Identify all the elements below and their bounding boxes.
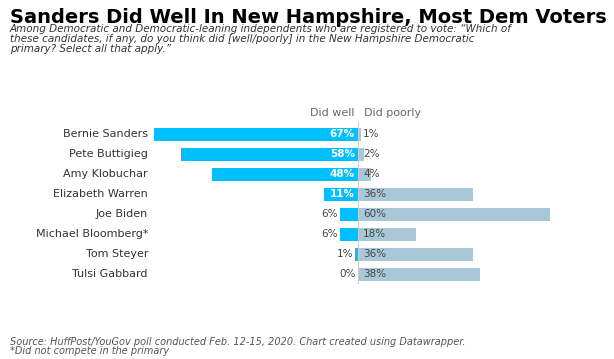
Text: 58%: 58% <box>330 149 355 159</box>
Text: Source: HuffPost/YouGov poll conducted Feb. 12-15, 2020. Chart created using Dat: Source: HuffPost/YouGov poll conducted F… <box>10 337 465 347</box>
Text: Pete Buttigieg: Pete Buttigieg <box>69 149 148 159</box>
Text: these candidates, if any, do you think did [well/poorly] in the New Hampshire De: these candidates, if any, do you think d… <box>10 34 475 44</box>
Text: 60%: 60% <box>363 209 386 219</box>
Text: 6%: 6% <box>321 229 338 239</box>
Text: 36%: 36% <box>363 249 386 259</box>
Text: 4%: 4% <box>363 169 379 179</box>
Bar <box>358 148 364 160</box>
Bar <box>154 127 358 140</box>
Text: 0%: 0% <box>340 269 356 279</box>
Text: Did well: Did well <box>309 108 354 118</box>
Bar <box>340 228 358 241</box>
Bar <box>324 187 358 200</box>
Bar <box>212 168 358 181</box>
Bar <box>358 187 473 200</box>
Bar <box>358 168 371 181</box>
Text: Joe Biden: Joe Biden <box>96 209 148 219</box>
Text: Tulsi Gabbard: Tulsi Gabbard <box>72 269 148 279</box>
Text: 6%: 6% <box>321 209 338 219</box>
Bar <box>358 247 473 261</box>
Bar <box>358 228 416 241</box>
Text: *Did not compete in the primary: *Did not compete in the primary <box>10 346 169 356</box>
Bar <box>340 208 358 220</box>
Text: 2%: 2% <box>363 149 379 159</box>
Text: Michael Bloomberg*: Michael Bloomberg* <box>36 229 148 239</box>
Text: 36%: 36% <box>363 189 386 199</box>
Text: Sanders Did Well In New Hampshire, Most Dem Voters Say: Sanders Did Well In New Hampshire, Most … <box>10 8 614 27</box>
Text: 67%: 67% <box>330 129 355 139</box>
Bar <box>181 148 358 160</box>
Text: 48%: 48% <box>330 169 355 179</box>
Bar <box>358 127 361 140</box>
Bar <box>355 247 358 261</box>
Text: Among Democratic and Democratic-leaning independents who are registered to vote:: Among Democratic and Democratic-leaning … <box>10 24 512 34</box>
Text: Elizabeth Warren: Elizabeth Warren <box>53 189 148 199</box>
Text: Tom Steyer: Tom Steyer <box>85 249 148 259</box>
Text: 11%: 11% <box>330 189 355 199</box>
Bar <box>358 208 550 220</box>
Text: Bernie Sanders: Bernie Sanders <box>63 129 148 139</box>
Text: 1%: 1% <box>363 129 379 139</box>
Text: 18%: 18% <box>363 229 386 239</box>
Text: primary? Select all that apply.”: primary? Select all that apply.” <box>10 44 171 54</box>
Text: 38%: 38% <box>363 269 386 279</box>
Text: Amy Klobuchar: Amy Klobuchar <box>63 169 148 179</box>
Text: 1%: 1% <box>336 249 353 259</box>
Text: Did poorly: Did poorly <box>364 108 421 118</box>
Bar <box>358 267 480 280</box>
